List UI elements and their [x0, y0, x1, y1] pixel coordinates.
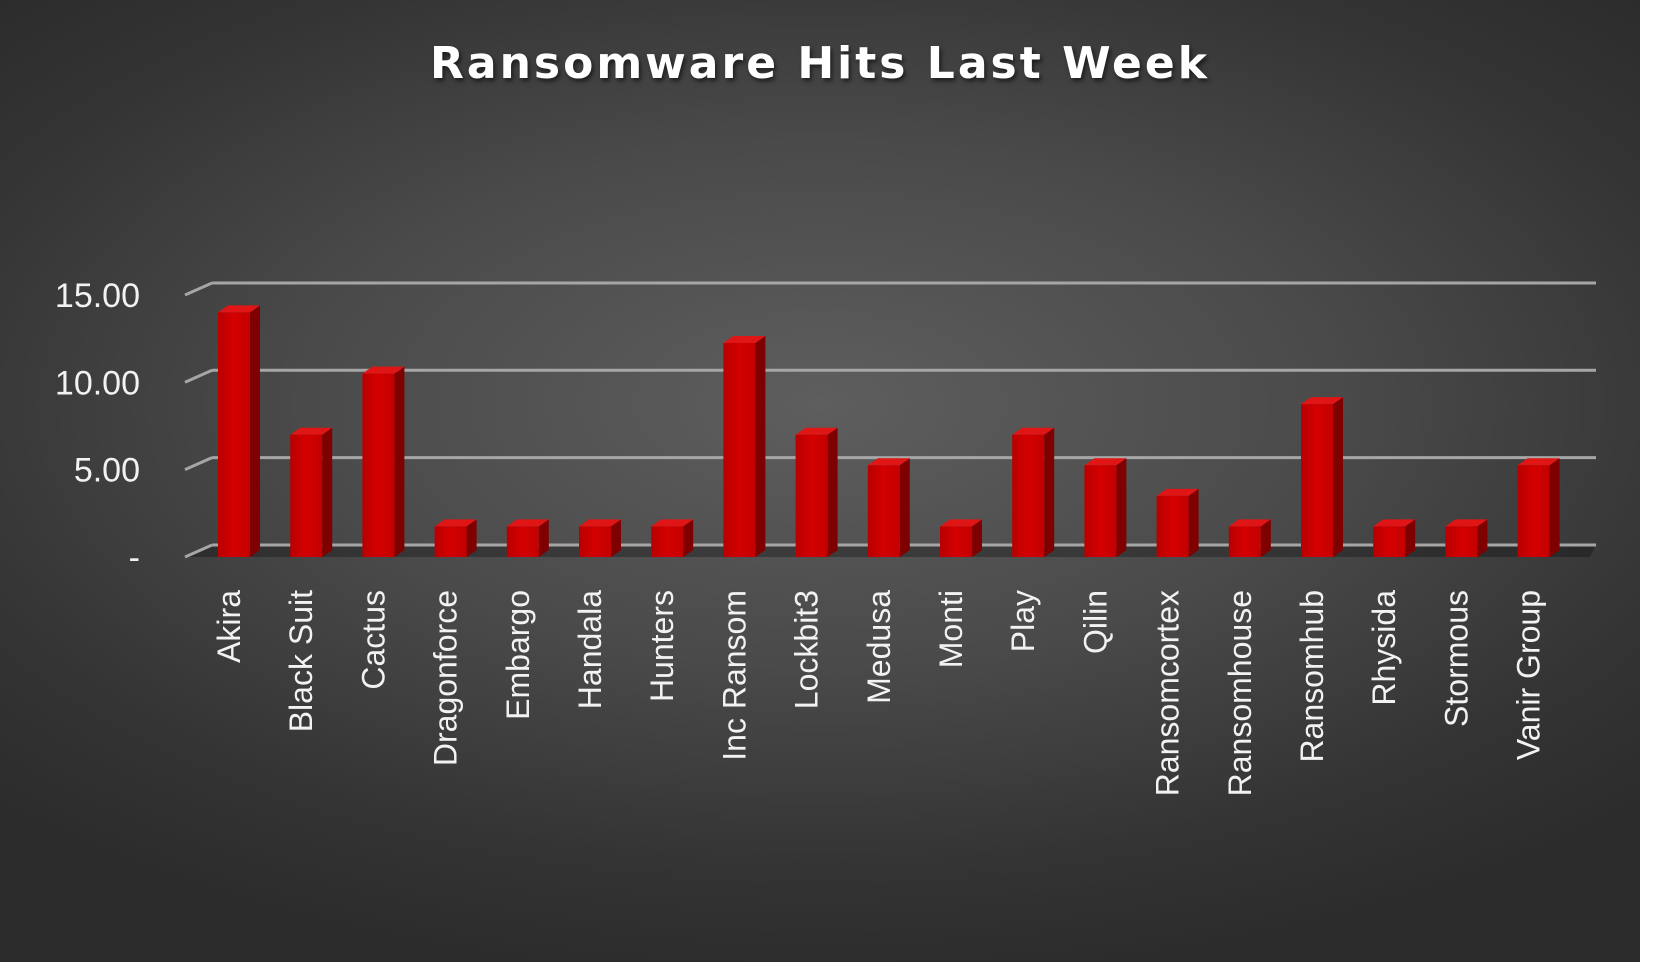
bar	[1445, 519, 1488, 557]
x-tick-label: Hunters	[644, 590, 680, 702]
bar	[940, 519, 982, 557]
bar	[290, 427, 333, 557]
bars	[218, 305, 1560, 557]
bar	[867, 458, 910, 557]
x-tick-label: Stormous	[1438, 590, 1474, 727]
bar	[1228, 519, 1271, 557]
bar	[723, 335, 766, 557]
bar	[1373, 519, 1416, 557]
bar	[651, 519, 694, 557]
x-tick-label: Monti	[933, 590, 969, 668]
chart-panel: Ransomware Hits Last Week - 5.00 10.00 15.0…	[0, 0, 1640, 962]
y-tick-label: 10.00	[55, 364, 140, 402]
x-tick-label: Akira	[211, 590, 247, 663]
y-axis-ticks: - 5.00 10.00 15.00	[55, 277, 140, 577]
bar	[1156, 488, 1199, 557]
x-tick-label: Medusa	[861, 590, 897, 704]
x-tick-label: Cactus	[355, 590, 391, 690]
bar	[506, 519, 549, 557]
x-tick-label: Ransomhub	[1294, 590, 1330, 763]
x-tick-label: Vanir Group	[1511, 590, 1547, 760]
x-axis-ticks: Akira Black Suit Cactus Dragonforce Embargo H…	[211, 590, 1547, 797]
y-tick-label: 5.00	[74, 452, 140, 490]
bar	[1301, 397, 1343, 557]
bar	[434, 519, 477, 557]
y-tick-label: 15.00	[55, 277, 140, 315]
x-tick-label: Rhysida	[1366, 590, 1402, 706]
x-tick-label: Embargo	[500, 590, 536, 720]
chart-title: Ransomware Hits Last Week	[430, 38, 1210, 89]
x-tick-label: Qilin	[1077, 590, 1113, 654]
x-tick-label: Play	[1005, 590, 1041, 652]
x-tick-label: Ransomcortex	[1150, 590, 1186, 796]
x-tick-label: Dragonforce	[428, 590, 464, 766]
gridline	[184, 368, 1596, 384]
bar	[218, 305, 260, 557]
x-tick-label: Black Suit	[283, 590, 319, 732]
x-tick-label: Handala	[572, 590, 608, 709]
bar	[795, 427, 838, 557]
y-tick-label: -	[129, 539, 140, 577]
x-tick-label: Lockbit3	[789, 590, 825, 709]
x-tick-label: Ransomhouse	[1222, 590, 1258, 796]
x-tick-label: Inc Ransom	[716, 590, 752, 761]
gridline	[184, 456, 1596, 472]
bar	[362, 366, 405, 557]
bar	[1012, 427, 1055, 557]
gridline	[184, 281, 1596, 297]
bar	[1517, 458, 1560, 557]
bar	[579, 519, 621, 557]
bar-chart: - 5.00 10.00 15.00 Akira Black Suit Cactus Dra…	[55, 277, 1596, 797]
bar	[1084, 458, 1127, 557]
